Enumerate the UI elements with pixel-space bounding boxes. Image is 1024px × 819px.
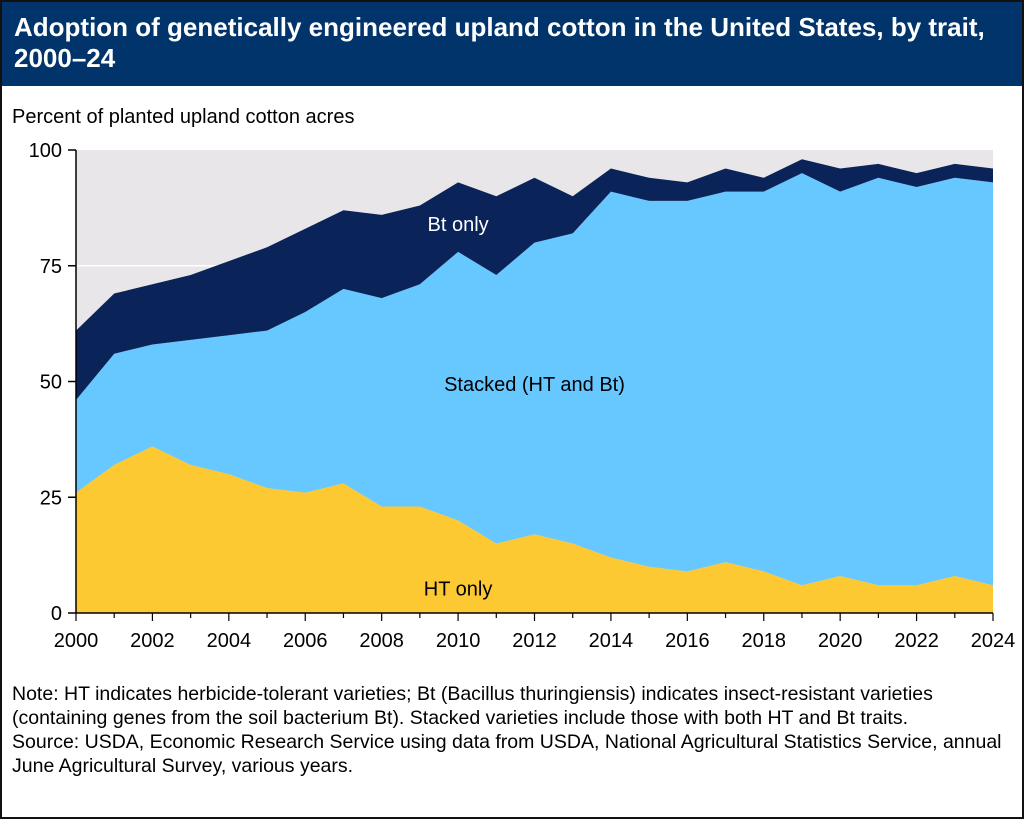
x-tick-label: 2000 — [54, 630, 99, 652]
area-bt-only — [76, 159, 993, 401]
y-tick-label: 0 — [51, 603, 62, 625]
notes: Note: HT indicates herbicide-tolerant va… — [12, 682, 1012, 778]
y-tick-label: 75 — [40, 256, 62, 278]
series-label: Bt only — [428, 214, 489, 236]
x-tick-label: 2022 — [894, 630, 939, 652]
x-tick-label: 2020 — [818, 630, 863, 652]
x-tick-label: 2016 — [665, 630, 710, 652]
y-tick-label: 100 — [29, 140, 62, 162]
y-tick-label: 50 — [40, 372, 62, 394]
chart-title: Adoption of genetically engineered uplan… — [14, 12, 985, 73]
x-tick-label: 2006 — [283, 630, 328, 652]
x-tick-label: 2012 — [512, 630, 557, 652]
note-text: Note: HT indicates herbicide-tolerant va… — [12, 683, 933, 729]
x-tick-label: 2014 — [589, 630, 634, 652]
x-tick-label: 2002 — [130, 630, 175, 652]
series-label: HT only — [424, 578, 493, 600]
x-tick-label: 2010 — [436, 630, 481, 652]
title-bar: Adoption of genetically engineered uplan… — [2, 2, 1022, 86]
y-axis-label: Percent of planted upland cotton acres — [12, 106, 355, 128]
y-tick-label: 25 — [40, 487, 62, 509]
series-label: Stacked (HT and Bt) — [444, 374, 625, 396]
x-tick-label: 2024 — [971, 630, 1016, 652]
x-tick-label: 2008 — [359, 630, 404, 652]
area-stacked-ht-and-bt — [76, 173, 993, 586]
x-tick-label: 2004 — [207, 630, 252, 652]
source-text: Source: USDA, Economic Research Service … — [12, 731, 1002, 777]
x-tick-label: 2018 — [742, 630, 787, 652]
